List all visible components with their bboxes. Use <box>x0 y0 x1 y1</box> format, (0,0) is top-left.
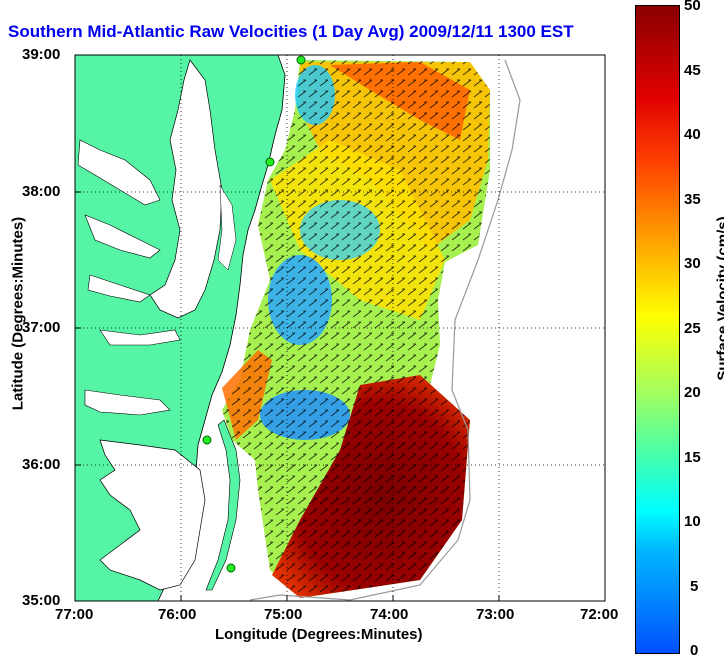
colorbar-tick: 5 <box>690 578 699 595</box>
colorbar-tick: 20 <box>684 384 701 401</box>
y-axis-label: Latitude (Degrees:Minutes) <box>9 216 27 411</box>
x-tick-label: 73:00 <box>476 606 515 623</box>
x-tick-label: 74:00 <box>370 606 409 623</box>
pamlico-sound <box>99 439 206 591</box>
colorbar-tick: 10 <box>684 513 701 530</box>
colorbar-label: Surface Velocity (cm/s) <box>714 216 724 381</box>
potomac-river <box>77 139 161 206</box>
station-1[interactable] <box>296 55 306 65</box>
colorbar-tick: 50 <box>684 0 701 14</box>
colorbar-tick: 30 <box>684 255 701 272</box>
colorbar-tick: 25 <box>684 320 701 337</box>
y-tick-label: 35:00 <box>22 592 61 609</box>
y-tick-label: 36:00 <box>22 456 61 473</box>
james-river <box>99 329 181 346</box>
x-axis-label: Longitude (Degrees:Minutes) <box>215 626 423 643</box>
station-4[interactable] <box>226 563 236 573</box>
station-3[interactable] <box>202 435 212 445</box>
colorbar-tick: 45 <box>684 62 701 79</box>
shelf-contour <box>249 59 521 601</box>
colorbar <box>635 5 680 654</box>
colorbar-tick: 0 <box>690 642 699 659</box>
y-tick-label: 39:00 <box>22 46 61 63</box>
rappahannock-river <box>84 214 161 259</box>
axis-ticks <box>74 54 606 602</box>
colorbar-tick: 35 <box>684 191 701 208</box>
x-tick-label: 76:00 <box>158 606 197 623</box>
velocity-vectors <box>222 60 490 598</box>
chesapeake-bay <box>149 59 223 319</box>
x-tick-label: 77:00 <box>55 606 94 623</box>
y-tick-label: 37:00 <box>22 319 61 336</box>
grid <box>75 55 605 601</box>
york-river <box>87 274 151 303</box>
x-tick-label: 72:00 <box>580 606 619 623</box>
delmarva-inlet <box>217 184 237 271</box>
colorbar-tick: 15 <box>684 449 701 466</box>
x-tick-label: 75:00 <box>264 606 303 623</box>
colorbar-tick: 40 <box>684 126 701 143</box>
map-title: Southern Mid-Atlantic Raw Velocities (1 … <box>8 22 574 41</box>
station-2[interactable] <box>265 157 275 167</box>
outer-banks <box>205 419 241 591</box>
y-tick-label: 38:00 <box>22 183 61 200</box>
albemarle-sound <box>84 389 171 416</box>
